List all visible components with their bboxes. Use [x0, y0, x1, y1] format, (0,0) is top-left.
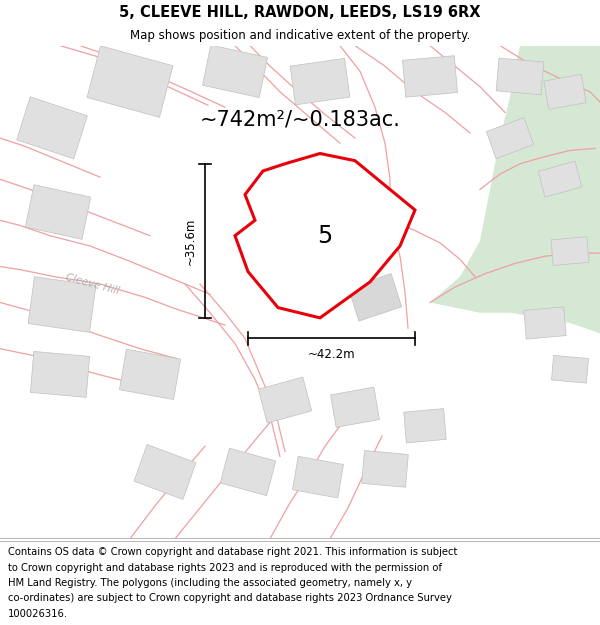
Polygon shape	[31, 351, 89, 398]
Text: Map shows position and indicative extent of the property.: Map shows position and indicative extent…	[130, 29, 470, 42]
Text: ~742m²/~0.183ac.: ~742m²/~0.183ac.	[200, 109, 400, 129]
Text: to Crown copyright and database rights 2023 and is reproduced with the permissio: to Crown copyright and database rights 2…	[8, 562, 442, 572]
Polygon shape	[404, 409, 446, 443]
Polygon shape	[331, 387, 379, 428]
Polygon shape	[290, 58, 350, 105]
Polygon shape	[430, 46, 600, 333]
Text: ~35.6m: ~35.6m	[184, 217, 197, 264]
Polygon shape	[524, 307, 566, 339]
Polygon shape	[362, 451, 409, 488]
Polygon shape	[259, 377, 311, 423]
Polygon shape	[551, 237, 589, 266]
Polygon shape	[271, 158, 339, 221]
Polygon shape	[28, 277, 96, 332]
Polygon shape	[538, 161, 582, 197]
Polygon shape	[119, 349, 181, 399]
Polygon shape	[487, 118, 533, 159]
Polygon shape	[551, 356, 589, 383]
Polygon shape	[25, 185, 91, 239]
Polygon shape	[17, 97, 88, 159]
Polygon shape	[496, 58, 544, 95]
Polygon shape	[87, 46, 173, 118]
Text: Contains OS data © Crown copyright and database right 2021. This information is : Contains OS data © Crown copyright and d…	[8, 548, 457, 558]
Polygon shape	[349, 274, 401, 321]
Polygon shape	[292, 456, 344, 498]
Polygon shape	[202, 45, 268, 98]
Polygon shape	[235, 154, 415, 318]
Text: 100026316.: 100026316.	[8, 609, 68, 619]
Polygon shape	[403, 56, 457, 98]
Polygon shape	[134, 444, 196, 499]
Text: Cleeve Hill: Cleeve Hill	[64, 272, 120, 296]
Text: co-ordinates) are subject to Crown copyright and database rights 2023 Ordnance S: co-ordinates) are subject to Crown copyr…	[8, 593, 452, 603]
Text: ~42.2m: ~42.2m	[308, 348, 355, 361]
Text: HM Land Registry. The polygons (including the associated geometry, namely x, y: HM Land Registry. The polygons (includin…	[8, 578, 412, 588]
Polygon shape	[544, 74, 586, 109]
Polygon shape	[220, 448, 276, 496]
Text: 5, CLEEVE HILL, RAWDON, LEEDS, LS19 6RX: 5, CLEEVE HILL, RAWDON, LEEDS, LS19 6RX	[119, 5, 481, 20]
Text: 5: 5	[317, 224, 332, 248]
Polygon shape	[320, 208, 380, 263]
